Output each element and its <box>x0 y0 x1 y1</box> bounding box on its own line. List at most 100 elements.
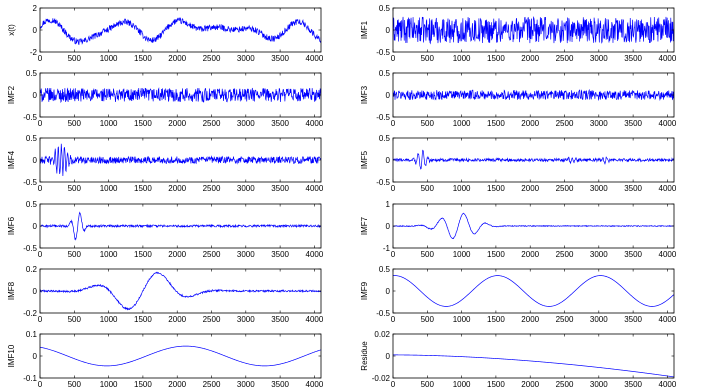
x-tick-label: 0 <box>391 119 396 128</box>
x-tick-label: 3000 <box>237 250 255 259</box>
x-tick-label: 0 <box>38 184 43 193</box>
x-tick-label: 2000 <box>168 119 186 128</box>
x-tick-label: 1500 <box>134 119 152 128</box>
y-tick-label: -0.5 <box>23 113 37 122</box>
x-tick-label: 0 <box>38 54 43 63</box>
x-tick-label: 0 <box>391 380 396 389</box>
y-tick-label: 0 <box>33 222 38 231</box>
subplot-5: 0 500 1000 1500 2000 2500 3000 3500 40000.50-0.5… <box>7 134 324 193</box>
plot-frame <box>39 7 322 53</box>
y-tick-label: 0.5 <box>379 69 391 78</box>
x-tick-label: 1000 <box>100 315 118 324</box>
y-tick-label: 0 <box>33 91 38 100</box>
x-tick-label: 500 <box>68 315 82 324</box>
x-tick-label: 4000 <box>306 119 324 128</box>
x-tick-label: 1000 <box>100 184 118 193</box>
x-tick-label: 2000 <box>168 315 186 324</box>
x-tick-label: 500 <box>421 119 435 128</box>
y-tick-label: 0 <box>386 352 391 361</box>
y-tick-label: 0 <box>386 287 391 296</box>
x-tick-label: 1500 <box>487 380 505 389</box>
series-line <box>40 143 321 176</box>
x-tick-label: 2500 <box>203 54 221 63</box>
x-tick-label: 1000 <box>453 250 471 259</box>
y-axis-label: IMF4 <box>7 150 16 169</box>
x-tick-label: 0 <box>38 250 43 259</box>
x-tick-label: 1500 <box>134 380 152 389</box>
x-tick-label: 1500 <box>487 250 505 259</box>
x-tick-label: 1000 <box>453 184 471 193</box>
x-tick-label: 2000 <box>521 250 539 259</box>
subplot-9: 0 500 1000 1500 2000 2500 3000 3500 40000.20-0.2… <box>7 265 324 324</box>
x-tick-label: 1000 <box>453 315 471 324</box>
x-tick-label: 4000 <box>659 315 677 324</box>
y-axis-label: IMF5 <box>360 150 369 169</box>
series-line <box>40 17 321 46</box>
x-tick-label: 3000 <box>590 184 608 193</box>
x-tick-label: 3500 <box>271 184 289 193</box>
x-tick-label: 3500 <box>271 119 289 128</box>
x-tick-label: 3000 <box>237 380 255 389</box>
x-tick-label: 3500 <box>271 315 289 324</box>
y-tick-label: -0.5 <box>376 48 390 57</box>
x-tick-label: 2500 <box>203 119 221 128</box>
x-tick-label: 2000 <box>168 250 186 259</box>
x-tick-label: 3000 <box>237 315 255 324</box>
y-axis-label: IMF3 <box>360 85 369 104</box>
y-tick-label: -0.5 <box>376 309 390 318</box>
y-tick-label: 0 <box>386 91 391 100</box>
x-tick-label: 2000 <box>168 54 186 63</box>
x-tick-label: 3000 <box>590 380 608 389</box>
y-tick-label: -0.5 <box>23 244 37 253</box>
x-tick-label: 4000 <box>659 380 677 389</box>
x-tick-label: 500 <box>421 380 435 389</box>
x-tick-label: 3000 <box>237 119 255 128</box>
subplot-10: 0 500 1000 1500 2000 2500 3000 3500 40000.50-0.5… <box>360 265 677 324</box>
x-tick-label: 500 <box>421 54 435 63</box>
y-tick-label: -0.5 <box>376 178 390 187</box>
subplot-11: 0 500 1000 1500 2000 2500 3000 3500 40000.10-0.1… <box>7 330 324 389</box>
x-tick-label: 2500 <box>556 54 574 63</box>
subplot-7: 0 500 1000 1500 2000 2500 3000 3500 40000.50-0.5… <box>7 200 324 259</box>
x-tick-label: 3500 <box>271 380 289 389</box>
x-tick-label: 2000 <box>168 380 186 389</box>
x-tick-label: 2000 <box>521 315 539 324</box>
x-tick-label: 1000 <box>453 54 471 63</box>
x-tick-label: 4000 <box>306 380 324 389</box>
y-tick-label: -0.2 <box>23 309 37 318</box>
x-tick-label: 1500 <box>134 184 152 193</box>
x-tick-label: 2000 <box>521 184 539 193</box>
x-tick-label: 1500 <box>134 250 152 259</box>
x-tick-label: 4000 <box>659 184 677 193</box>
x-tick-label: 1000 <box>453 119 471 128</box>
x-tick-label: 3000 <box>237 54 255 63</box>
x-tick-label: 500 <box>421 184 435 193</box>
series-line <box>393 275 674 307</box>
x-tick-label: 0 <box>391 250 396 259</box>
x-tick-label: 1500 <box>487 315 505 324</box>
x-tick-label: 0 <box>38 380 43 389</box>
x-tick-label: 1500 <box>487 54 505 63</box>
y-tick-label: -0.1 <box>23 374 37 383</box>
y-axis-label: IMF10 <box>7 344 16 367</box>
x-tick-label: 3500 <box>624 184 642 193</box>
x-tick-label: 3500 <box>271 250 289 259</box>
x-tick-label: 3500 <box>271 54 289 63</box>
subplot-6: 0 500 1000 1500 2000 2500 3000 3500 40000.50-0.5… <box>360 134 677 193</box>
x-tick-label: 3000 <box>590 315 608 324</box>
y-tick-label: 0 <box>33 26 38 35</box>
x-tick-label: 500 <box>68 184 82 193</box>
x-tick-label: 4000 <box>306 54 324 63</box>
x-tick-label: 3500 <box>624 315 642 324</box>
y-tick-label: 0 <box>386 26 391 35</box>
x-tick-label: 0 <box>38 315 43 324</box>
y-tick-label: -0.5 <box>23 178 37 187</box>
y-axis-label: x(t) <box>7 24 16 36</box>
y-tick-label: 0 <box>33 287 38 296</box>
x-tick-label: 1000 <box>100 250 118 259</box>
y-tick-label: 0.2 <box>26 265 38 274</box>
y-tick-label: -0.5 <box>376 113 390 122</box>
x-tick-label: 3000 <box>590 250 608 259</box>
